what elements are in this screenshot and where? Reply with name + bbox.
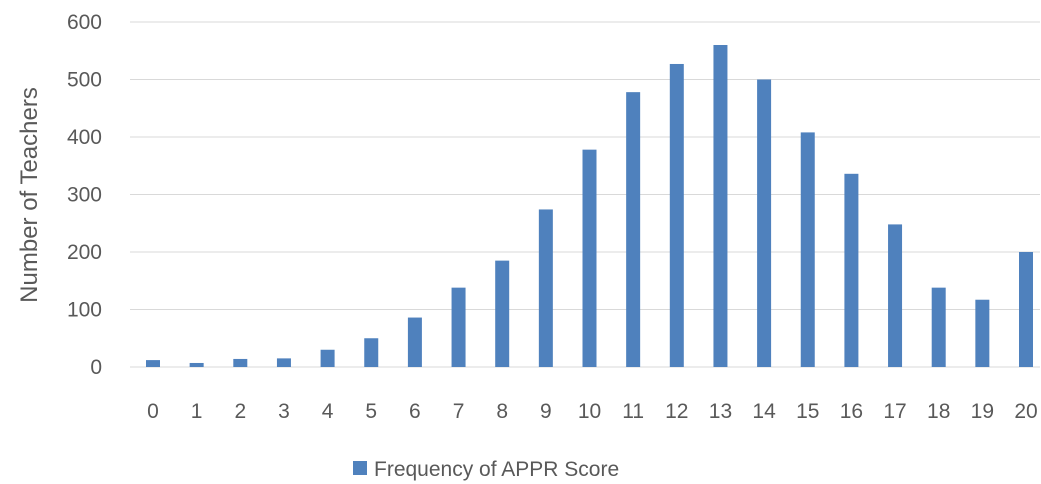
y-axis-ticks: 0 100 200 300 400 500 600 xyxy=(67,11,102,379)
x-tick-label: 5 xyxy=(365,400,377,423)
x-tick-label: 17 xyxy=(883,400,906,423)
bar xyxy=(975,299,990,367)
bar xyxy=(233,358,248,367)
bars xyxy=(146,45,1033,368)
x-tick-label: 16 xyxy=(840,400,863,423)
bar xyxy=(276,358,291,367)
x-tick-label: 2 xyxy=(234,400,246,423)
bar xyxy=(451,287,466,367)
bar xyxy=(189,362,204,367)
y-tick-label: 200 xyxy=(67,241,102,264)
bar xyxy=(626,92,641,368)
y-tick-label: 300 xyxy=(67,184,102,207)
x-tick-label: 3 xyxy=(278,400,290,423)
x-tick-label: 12 xyxy=(665,400,688,423)
x-tick-label: 11 xyxy=(622,400,644,423)
x-axis-ticks: 0 1 2 3 4 5 6 7 8 9 10 11 12 13 14 15 16 17 18 19 20 xyxy=(147,400,1038,423)
x-tick-label: 18 xyxy=(927,400,950,423)
bar xyxy=(669,63,684,367)
bar xyxy=(146,360,160,367)
bar xyxy=(582,149,597,367)
y-tick-label: 500 xyxy=(67,69,102,92)
x-tick-label: 6 xyxy=(409,400,421,423)
y-axis-title: Number of Teachers xyxy=(16,87,43,303)
x-tick-label: 0 xyxy=(147,400,159,423)
y-tick-label: 100 xyxy=(67,299,102,322)
bar xyxy=(538,209,553,367)
bar xyxy=(888,224,903,367)
x-tick-label: 8 xyxy=(496,400,508,423)
x-tick-label: 13 xyxy=(709,400,732,423)
x-tick-label: 10 xyxy=(578,400,601,423)
x-tick-label: 4 xyxy=(322,400,334,423)
bar xyxy=(407,317,422,367)
bar xyxy=(364,338,379,367)
bar xyxy=(320,349,335,367)
bar xyxy=(757,79,772,367)
x-tick-label: 15 xyxy=(796,400,819,423)
legend-swatch xyxy=(353,461,367,475)
bar xyxy=(495,260,510,367)
y-tick-label: 400 xyxy=(67,126,102,149)
x-tick-label: 19 xyxy=(971,400,994,423)
x-tick-label: 9 xyxy=(540,400,552,423)
legend-label: Frequency of APPR Score xyxy=(374,458,619,481)
bar xyxy=(844,173,859,367)
y-tick-label: 600 xyxy=(67,11,102,34)
bar xyxy=(713,45,728,367)
x-tick-label: 7 xyxy=(453,400,465,423)
x-tick-label: 1 xyxy=(191,400,203,423)
x-tick-label: 14 xyxy=(752,400,776,423)
bar xyxy=(931,287,946,367)
y-tick-label: 0 xyxy=(90,356,102,379)
legend: Frequency of APPR Score xyxy=(353,458,619,481)
x-tick-label: 20 xyxy=(1014,400,1037,423)
bar xyxy=(800,132,815,367)
bar xyxy=(1019,252,1033,367)
